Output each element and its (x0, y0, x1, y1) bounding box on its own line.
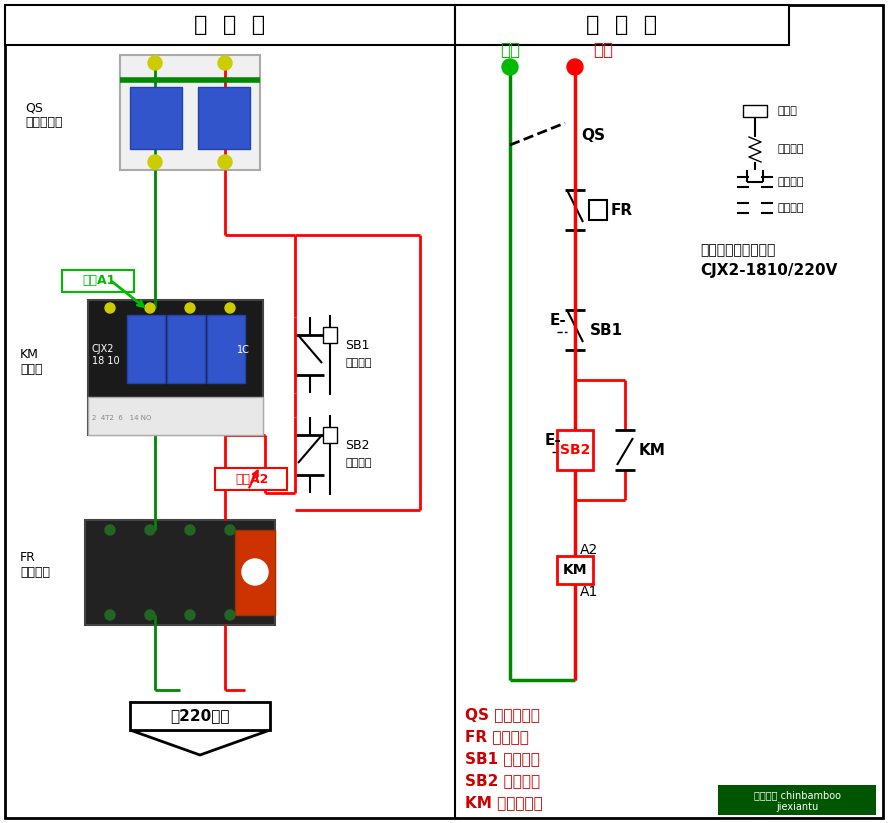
Bar (323, 427, 337, 443)
Text: 接220电机: 接220电机 (171, 709, 229, 723)
Text: 复位弹簧: 复位弹簧 (777, 144, 804, 154)
Text: 原  理  图: 原 理 图 (587, 15, 658, 35)
Bar (557, 556, 593, 584)
Circle shape (502, 59, 518, 75)
Text: 停止按钮: 停止按钮 (345, 358, 372, 368)
Text: FR
热继电器: FR 热继电器 (20, 551, 50, 579)
Bar (85, 520, 275, 625)
Text: 1C: 1C (237, 345, 250, 355)
Circle shape (225, 525, 235, 535)
Bar (589, 200, 607, 220)
Bar (455, 5, 789, 45)
Circle shape (145, 303, 155, 313)
Text: jiexiantu: jiexiantu (776, 802, 818, 812)
Bar (198, 87, 250, 149)
Text: A2: A2 (580, 543, 598, 557)
Bar (215, 468, 287, 490)
Text: 常开触头: 常开触头 (777, 203, 804, 213)
Text: FR 热继电器: FR 热继电器 (465, 729, 529, 745)
Text: 零线: 零线 (500, 41, 520, 59)
Text: SB2: SB2 (560, 443, 590, 457)
Circle shape (218, 56, 232, 70)
Bar (167, 315, 205, 383)
Circle shape (105, 610, 115, 620)
Text: 百度知道 chinbamboo: 百度知道 chinbamboo (754, 790, 840, 800)
Text: SB1: SB1 (345, 338, 370, 351)
Text: QS 空气断路器: QS 空气断路器 (465, 708, 540, 723)
Circle shape (218, 155, 232, 169)
Circle shape (225, 610, 235, 620)
Circle shape (105, 303, 115, 313)
Text: E-: E- (550, 313, 567, 328)
Text: 常闭触头: 常闭触头 (777, 177, 804, 187)
Text: KM 交流接触器: KM 交流接触器 (465, 796, 543, 811)
Text: 启动按钮: 启动按钮 (345, 458, 372, 468)
Text: 2  4T2  6   14 NO: 2 4T2 6 14 NO (92, 415, 151, 421)
Text: KM: KM (563, 563, 588, 577)
Bar (62, 270, 134, 292)
Text: FR: FR (611, 202, 633, 217)
Circle shape (105, 525, 115, 535)
Text: 实  物  图: 实 物 图 (195, 15, 266, 35)
Circle shape (225, 303, 235, 313)
Text: 火线: 火线 (593, 41, 613, 59)
Circle shape (185, 610, 195, 620)
Bar (127, 315, 165, 383)
Bar (207, 315, 245, 383)
Bar (5, 5, 455, 45)
Circle shape (242, 559, 268, 585)
Bar (120, 55, 260, 170)
Text: QS
空气断路器: QS 空气断路器 (25, 101, 62, 129)
Text: E-: E- (545, 433, 562, 448)
Text: 注：交流接触器选用: 注：交流接触器选用 (700, 243, 775, 257)
Polygon shape (130, 730, 270, 755)
Text: SB1 停止按钮: SB1 停止按钮 (465, 751, 540, 766)
Text: 线圈A1: 线圈A1 (83, 275, 116, 287)
Bar (130, 702, 270, 730)
Bar (235, 530, 275, 615)
Circle shape (185, 525, 195, 535)
Text: 线圈A2: 线圈A2 (236, 472, 268, 486)
Text: KM
接触器: KM 接触器 (20, 348, 43, 376)
Text: 按钮帽: 按钮帽 (777, 106, 797, 116)
Circle shape (148, 56, 162, 70)
Circle shape (185, 303, 195, 313)
Bar (323, 327, 337, 343)
Text: SB2: SB2 (345, 439, 370, 452)
Circle shape (145, 525, 155, 535)
Bar (130, 87, 182, 149)
Text: KM: KM (639, 443, 666, 458)
Bar (743, 105, 767, 117)
Text: SB2 启动按钮: SB2 启动按钮 (465, 774, 541, 788)
Text: CJX2
18 10: CJX2 18 10 (92, 344, 120, 365)
Text: SB1: SB1 (590, 323, 623, 337)
Bar (88, 300, 263, 435)
Text: CJX2-1810/220V: CJX2-1810/220V (700, 263, 837, 277)
Circle shape (567, 59, 583, 75)
Circle shape (145, 610, 155, 620)
Text: QS: QS (581, 128, 605, 142)
Text: A1: A1 (580, 585, 598, 599)
Circle shape (148, 155, 162, 169)
Bar (88, 397, 263, 435)
Bar (718, 785, 876, 815)
Bar (557, 430, 593, 470)
